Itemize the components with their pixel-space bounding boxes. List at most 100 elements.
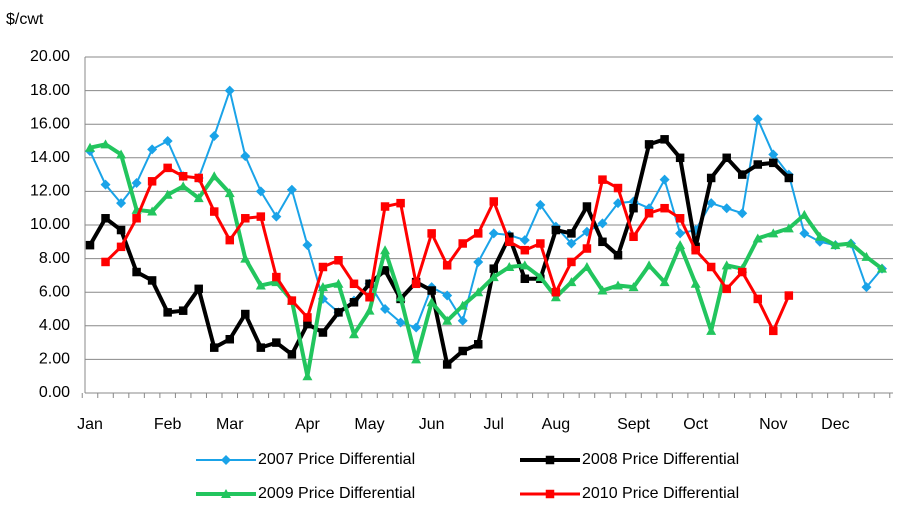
point — [162, 136, 173, 146]
x-tick-label: Aug — [542, 416, 570, 433]
x-tick-label: Sept — [617, 416, 650, 433]
point — [209, 171, 220, 181]
point — [814, 231, 825, 241]
point — [442, 360, 452, 369]
y-tick-label: 20.00 — [30, 48, 70, 65]
x-tick-label: Dec — [821, 416, 849, 433]
series-line — [89, 142, 884, 379]
point — [722, 153, 731, 163]
point — [567, 229, 576, 238]
point — [721, 260, 732, 270]
legend-label: 2010 Price Differential — [582, 485, 739, 502]
point — [255, 186, 266, 197]
point — [457, 300, 468, 310]
point — [131, 178, 142, 188]
point — [194, 284, 203, 294]
legend-label: 2009 Price Differential — [258, 485, 415, 502]
y-tick-label: 2.00 — [39, 351, 70, 368]
point — [629, 232, 638, 242]
point — [706, 262, 716, 272]
point — [240, 253, 251, 263]
x-tick-label: Jun — [419, 416, 445, 433]
legend-marker — [545, 455, 555, 465]
point — [489, 264, 499, 273]
point — [752, 114, 763, 125]
point — [567, 257, 576, 267]
legend-label: 2007 Price Differential — [258, 451, 415, 468]
x-tick-label: Jan — [77, 416, 103, 433]
point — [690, 278, 701, 288]
point — [535, 199, 546, 210]
point — [644, 260, 655, 270]
point — [178, 172, 188, 181]
x-tick-label: Feb — [154, 416, 182, 433]
point — [318, 262, 328, 272]
point — [272, 338, 281, 347]
point — [116, 198, 127, 209]
point — [768, 149, 779, 160]
y-tick-label: 0.00 — [39, 384, 70, 401]
point — [877, 263, 887, 273]
y-tick-label: 12.00 — [30, 183, 70, 200]
point — [178, 306, 188, 315]
y-tick-label: 14.00 — [30, 149, 70, 166]
point — [286, 184, 297, 195]
point — [613, 280, 623, 290]
point — [100, 139, 111, 149]
point — [535, 272, 546, 282]
point — [784, 173, 794, 183]
point — [706, 173, 716, 183]
point — [317, 282, 328, 292]
point — [100, 179, 111, 190]
point — [365, 292, 374, 302]
legend-label: 2008 Price Differential — [582, 451, 739, 468]
point — [303, 313, 312, 322]
point — [364, 305, 375, 315]
point — [861, 282, 872, 293]
legend-marker — [545, 489, 555, 499]
point — [147, 177, 157, 186]
x-tick-label: Nov — [759, 416, 787, 433]
point — [783, 223, 794, 233]
y-tick-label: 18.00 — [30, 82, 70, 99]
point — [536, 239, 545, 248]
point — [194, 173, 203, 183]
point — [163, 163, 172, 173]
point — [582, 244, 592, 253]
point — [132, 267, 141, 277]
point — [458, 239, 467, 248]
point — [365, 279, 374, 289]
point — [753, 160, 763, 169]
point — [551, 287, 561, 297]
point — [396, 198, 405, 208]
point — [706, 198, 717, 209]
y-tick-label: 8.00 — [39, 250, 70, 267]
point — [659, 277, 670, 287]
point — [659, 174, 670, 185]
point — [644, 208, 654, 218]
point — [753, 294, 763, 304]
point — [271, 277, 282, 287]
point — [769, 326, 778, 336]
point — [85, 142, 95, 152]
legend-marker — [221, 455, 231, 465]
point — [101, 257, 110, 267]
point — [799, 228, 810, 239]
x-tick-label: Jul — [484, 416, 504, 433]
point — [597, 218, 608, 229]
point — [271, 211, 282, 222]
point — [706, 325, 717, 335]
point — [613, 250, 623, 260]
point — [489, 197, 499, 206]
point — [598, 175, 607, 184]
point — [550, 292, 561, 302]
point — [675, 240, 686, 250]
point — [147, 144, 158, 155]
point — [752, 233, 763, 243]
point — [209, 207, 219, 216]
point — [395, 292, 406, 302]
point — [334, 256, 343, 265]
point — [581, 262, 592, 271]
point — [799, 209, 810, 219]
point — [132, 214, 141, 223]
